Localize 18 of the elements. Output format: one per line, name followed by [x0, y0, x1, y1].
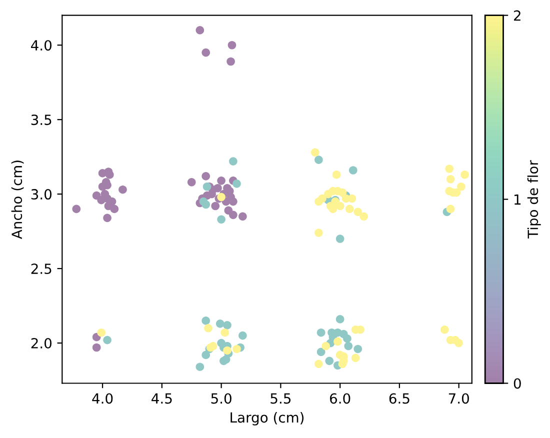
color-bar-label: 1 — [514, 194, 521, 205]
x-tick-label: 5.5 — [270, 393, 291, 404]
color-bar-title: Tipo de flor — [527, 160, 541, 239]
y-tick-label: 3.5 — [31, 114, 52, 126]
y-tick-label: 2.0 — [31, 338, 52, 349]
y-tick-label: 2.5 — [31, 264, 52, 274]
x-tick-label: 4.5 — [152, 393, 172, 404]
y-axis-title: Ancho (cm) — [11, 160, 24, 240]
x-axis-title: Largo (cm) — [230, 412, 304, 426]
x-tick-label: 6.0 — [330, 393, 350, 404]
color-bar-label: 0 — [514, 378, 521, 389]
y-tick-label: 3.0 — [31, 189, 52, 200]
x-tick-label: 4.0 — [92, 393, 113, 404]
x-tick-label: 7.0 — [448, 393, 469, 404]
x-tick-label: 6.5 — [389, 393, 410, 404]
y-tick-label: 4.0 — [31, 40, 52, 51]
x-tick-label: 5.0 — [211, 393, 232, 404]
color-bar-label: 2 — [514, 10, 520, 21]
